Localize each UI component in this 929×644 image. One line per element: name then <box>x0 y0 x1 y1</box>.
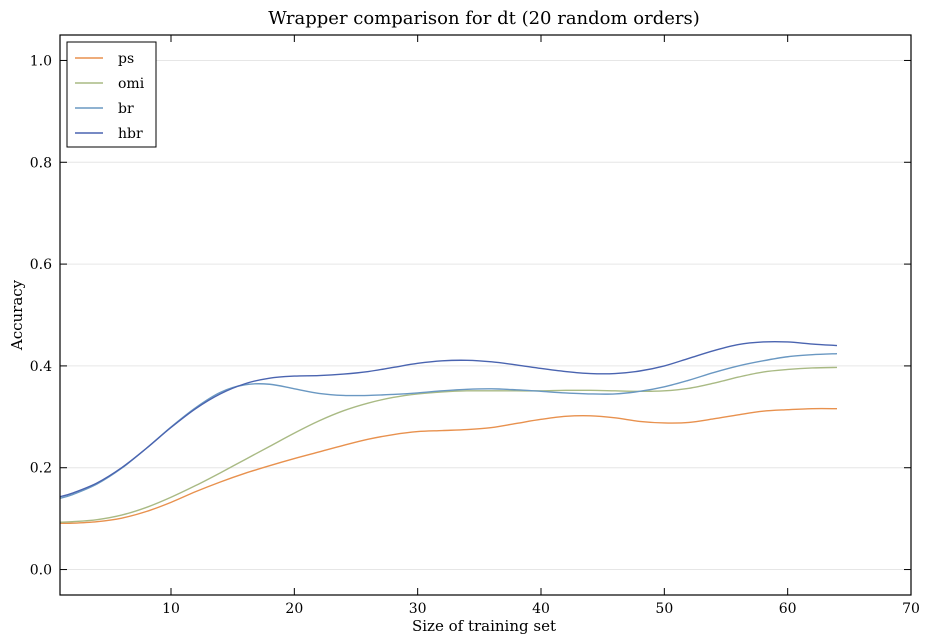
legend-label-omi: omi <box>118 76 145 92</box>
y-tick-label: 0.0 <box>30 563 52 579</box>
x-tick-label: 40 <box>532 601 550 617</box>
chart-title: Wrapper comparison for dt (20 random ord… <box>268 8 700 29</box>
legend-box <box>66 41 157 148</box>
legend-label-br: br <box>118 101 134 117</box>
series-line-br <box>59 352 838 499</box>
y-tick-label: 1.0 <box>30 53 52 69</box>
plot-frame <box>59 34 912 596</box>
grid <box>60 59 911 571</box>
legend-label-ps: ps <box>118 51 134 67</box>
x-tick-label: 10 <box>162 601 180 617</box>
series-line-ps <box>59 407 838 525</box>
x-tick-label: 70 <box>902 601 920 617</box>
axis-ticks <box>60 35 912 595</box>
y-tick-label: 0.8 <box>30 155 52 171</box>
series-line-omi <box>59 366 838 523</box>
x-tick-label: 60 <box>779 601 797 617</box>
series-line-hbr <box>59 340 838 498</box>
series-lines <box>59 340 838 525</box>
x-tick-label: 50 <box>655 601 673 617</box>
x-axis-label: Size of training set <box>412 617 556 635</box>
x-tick-label: 20 <box>285 601 303 617</box>
tick-labels: 0.0 0.2 0.4 0.6 0.8 1.0 10 20 30 40 50 60 70 <box>30 53 920 617</box>
legend: ps omi br hbr <box>66 41 157 148</box>
y-tick-label: 0.6 <box>30 257 52 273</box>
y-tick-label: 0.4 <box>30 359 52 375</box>
y-tick-label: 0.2 <box>30 461 52 477</box>
legend-label-hbr: hbr <box>118 126 143 142</box>
y-axis-label: Accuracy <box>8 279 26 351</box>
x-tick-label: 30 <box>409 601 427 617</box>
